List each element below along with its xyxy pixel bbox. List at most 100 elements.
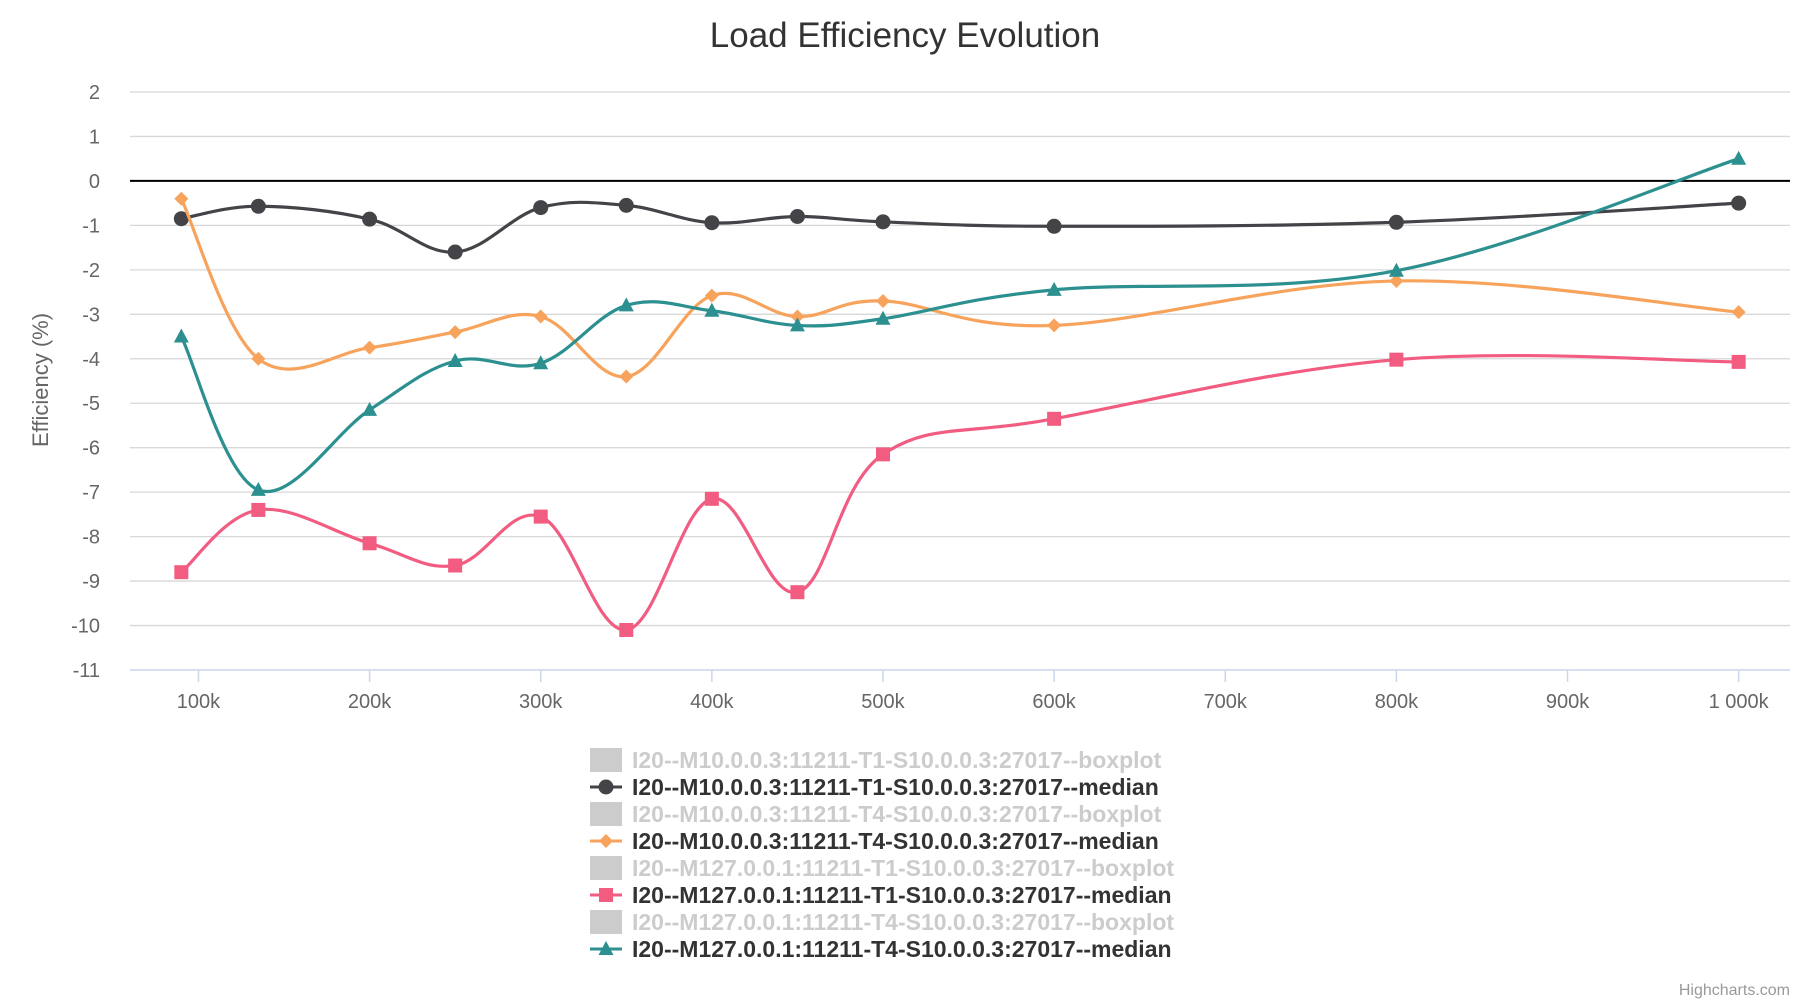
y-tick-label: -11 [73,660,100,682]
x-tick-label: 300k [519,691,563,713]
x-tick-label: 200k [348,691,392,713]
series-line [180,353,1739,632]
grid-lines [130,91,1790,627]
y-axis-label: Efficiency (%) [28,313,53,447]
data-point[interactable] [789,208,805,224]
data-point[interactable] [1389,352,1404,367]
data-point[interactable] [250,198,266,214]
data-point[interactable] [1046,281,1062,296]
legend-label: I20--M10.0.0.3:11211-T1-S10.0.0.3:27017-… [632,774,1159,800]
data-point[interactable] [1731,305,1746,320]
data-point[interactable] [1388,214,1404,230]
y-tick-label: 1 [89,126,100,148]
data-point[interactable] [1731,354,1746,369]
legend-item[interactable]: I20--M10.0.0.3:11211-T4-S10.0.0.3:27017-… [590,828,1159,854]
y-tick-label: 0 [89,171,100,193]
legend-label: I20--M10.0.0.3:11211-T4-S10.0.0.3:27017-… [632,828,1159,854]
data-point[interactable] [251,502,266,517]
data-point[interactable] [875,293,890,308]
data-point[interactable] [447,352,463,367]
legend-item[interactable]: I20--M10.0.0.3:11211-T1-S10.0.0.3:27017-… [590,774,1159,800]
legend-symbol-marker [599,834,613,848]
data-point[interactable] [448,558,463,573]
data-point[interactable] [1388,262,1404,277]
legend-symbol-box [590,748,622,772]
legend-label: I20--M10.0.0.3:11211-T1-S10.0.0.3:27017-… [632,747,1162,773]
legend: I20--M10.0.0.3:11211-T1-S10.0.0.3:27017-… [590,747,1174,962]
data-point[interactable] [1047,411,1062,426]
data-point[interactable] [533,309,548,324]
series-5 [174,352,1746,637]
legend-symbol-marker [598,779,614,795]
data-point[interactable] [704,491,719,506]
x-tick-label: 100k [177,691,221,713]
series-line [179,157,1740,494]
data-point[interactable] [789,317,805,332]
x-tick-label: 800k [1375,691,1419,713]
y-tick-label: -1 [82,215,100,237]
data-point[interactable] [1389,273,1404,288]
data-point[interactable] [174,565,189,580]
data-point[interactable] [448,325,463,340]
data-point[interactable] [533,200,549,216]
data-point[interactable] [1046,218,1062,234]
plot-area [173,150,1747,637]
legend-symbol-box [590,910,622,934]
legend-label: I20--M127.0.0.1:11211-T1-S10.0.0.3:27017… [632,855,1174,881]
data-point[interactable] [447,244,463,260]
x-tick-label: 400k [690,691,734,713]
data-point[interactable] [619,622,634,637]
x-tick-label: 900k [1546,691,1590,713]
legend-item[interactable]: I20--M127.0.0.1:11211-T1-S10.0.0.3:27017… [590,855,1174,881]
y-tick-label: -8 [82,527,100,549]
data-point[interactable] [1047,318,1062,333]
data-point[interactable] [875,310,891,325]
legend-symbol-box [590,802,622,826]
legend-label: I20--M127.0.0.1:11211-T1-S10.0.0.3:27017… [632,882,1172,908]
series-7 [173,150,1747,496]
series-3 [174,191,1746,384]
data-point[interactable] [362,536,377,551]
legend-item[interactable]: I20--M10.0.0.3:11211-T4-S10.0.0.3:27017-… [590,801,1162,827]
data-point[interactable] [704,288,719,303]
data-point[interactable] [173,211,189,227]
legend-item[interactable]: I20--M127.0.0.1:11211-T1-S10.0.0.3:27017… [590,882,1172,908]
x-tick-label: 700k [1204,691,1248,713]
legend-item[interactable]: I20--M127.0.0.1:11211-T4-S10.0.0.3:27017… [590,936,1172,962]
x-tick-label: 600k [1032,691,1076,713]
data-point[interactable] [704,215,720,231]
y-tick-label: -7 [82,482,100,504]
data-point[interactable] [362,340,377,355]
data-point[interactable] [618,197,634,213]
data-point[interactable] [362,211,378,227]
y-tick-label: 2 [89,82,100,104]
data-point[interactable] [251,351,266,366]
data-point[interactable] [618,297,634,312]
chart-title: Load Efficiency Evolution [710,16,1100,55]
legend-symbol-marker [599,888,613,902]
data-point[interactable] [362,401,378,416]
data-point[interactable] [250,481,266,496]
legend-item[interactable]: I20--M10.0.0.3:11211-T1-S10.0.0.3:27017-… [590,747,1162,773]
data-point[interactable] [619,369,634,384]
data-point[interactable] [174,191,189,206]
data-point[interactable] [533,355,549,370]
data-point[interactable] [790,309,805,324]
legend-label: I20--M127.0.0.1:11211-T4-S10.0.0.3:27017… [632,936,1172,962]
data-point[interactable] [875,214,891,230]
data-point[interactable] [1731,150,1747,165]
y-tick-label: -4 [82,349,100,371]
legend-label: I20--M127.0.0.1:11211-T4-S10.0.0.3:27017… [632,909,1174,935]
legend-item[interactable]: I20--M127.0.0.1:11211-T4-S10.0.0.3:27017… [590,909,1174,935]
data-point[interactable] [173,328,189,343]
data-point[interactable] [704,302,720,317]
data-point[interactable] [533,509,548,524]
y-tick-label: -6 [82,438,100,460]
data-point[interactable] [1731,195,1747,211]
data-point[interactable] [875,447,890,462]
y-axis-ticks: 2 1 0 -1 -2 -3 -4 -5 -6 -7 -8 -9 -10 -11 [71,82,100,682]
data-point[interactable] [790,585,805,600]
y-tick-label: -5 [82,393,100,415]
credits-link[interactable]: Highcharts.com [1679,982,1790,999]
